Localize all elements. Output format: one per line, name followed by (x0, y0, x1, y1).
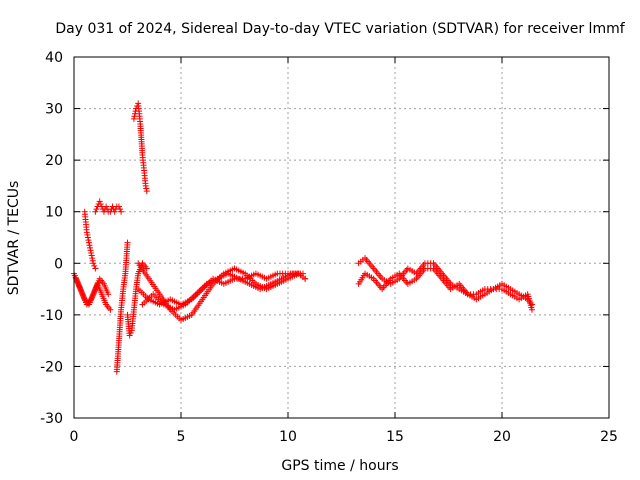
series-trace-m-late (355, 265, 535, 313)
data-point (84, 231, 91, 238)
data-point (142, 182, 149, 189)
data-point (103, 203, 110, 210)
data-point (92, 265, 99, 272)
data-point (88, 252, 95, 259)
data-point (84, 234, 91, 241)
series-trace-g-high (130, 100, 150, 195)
data-point (117, 206, 124, 213)
data-point (143, 185, 150, 192)
data-point (105, 291, 112, 298)
data-point (89, 255, 96, 262)
data-point (87, 244, 94, 251)
data-point (89, 257, 96, 264)
y-tick-label: -30 (40, 411, 63, 427)
series-trace-b-early (73, 275, 114, 313)
series-trace-d-plateau (92, 198, 112, 215)
data-point (131, 113, 138, 120)
x-tick-label: 5 (177, 429, 186, 445)
x-tick-label: 15 (386, 429, 404, 445)
y-tick-label: -20 (40, 359, 63, 375)
data-point (118, 208, 125, 215)
data-point (90, 260, 97, 267)
data-point (91, 262, 98, 269)
data-point (107, 306, 114, 313)
data-point (85, 237, 92, 244)
data-point (97, 200, 104, 207)
series-trace-k-main (139, 270, 306, 313)
data-point (88, 249, 95, 256)
data-point (127, 329, 134, 336)
data-point (115, 203, 122, 210)
data-point (93, 206, 100, 213)
data-points (71, 100, 535, 375)
series-trace-i-main (135, 260, 309, 324)
y-tick-label: 0 (54, 256, 63, 272)
y-tick-label: 30 (45, 102, 63, 118)
x-tick-label: 0 (70, 429, 79, 445)
x-tick-label: 20 (493, 429, 511, 445)
data-point (528, 306, 535, 313)
data-point (92, 208, 99, 215)
data-point (143, 188, 150, 195)
y-tick-label: -10 (40, 308, 63, 324)
data-point (143, 265, 150, 272)
y-axis-label: SDTVAR / TECUs (6, 181, 22, 296)
data-point (83, 229, 90, 236)
x-tick-label: 25 (600, 429, 618, 445)
data-point (126, 332, 133, 339)
y-tick-label: 40 (45, 50, 63, 66)
data-point (302, 275, 309, 282)
data-point (86, 242, 93, 249)
data-point (96, 198, 103, 205)
x-axis-label: GPS time / hours (281, 458, 398, 474)
series-trace-f-drop (113, 239, 131, 375)
series-trace-c-spike (81, 208, 99, 272)
y-tick-label: 10 (45, 205, 63, 221)
plot-frame (73, 56, 610, 419)
x-tick-label: 10 (279, 429, 297, 445)
data-point (299, 270, 306, 277)
grid (74, 57, 609, 418)
y-tick-label: 20 (45, 153, 63, 169)
series-trace-e-plateau (107, 203, 125, 215)
data-point (130, 115, 137, 122)
data-point (87, 247, 94, 254)
chart-title: Day 031 of 2024, Sidereal Day-to-day VTE… (55, 21, 625, 37)
data-point (124, 239, 131, 246)
data-point (111, 208, 118, 215)
data-point (85, 239, 92, 246)
